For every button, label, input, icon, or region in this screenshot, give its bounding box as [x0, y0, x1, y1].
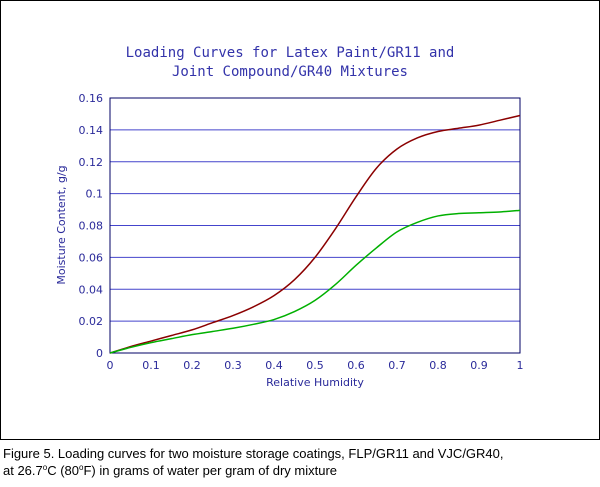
- y-tick-label: 0.04: [79, 283, 104, 296]
- x-axis-label: Relative Humidity: [266, 376, 364, 389]
- y-tick-label: 0.16: [79, 92, 104, 105]
- x-tick-labels: 0 0.1 0.2 0.3 0.4 0.5 0.6 0.7 0.8 0.9 1: [107, 359, 524, 372]
- degree-sign: o: [79, 463, 84, 472]
- x-tick-label: 0.8: [429, 359, 447, 372]
- x-tick-label: 0.4: [265, 359, 283, 372]
- degree-sign: o: [42, 463, 48, 472]
- y-tick-label: 0.02: [79, 315, 104, 328]
- x-tick-label: 1: [517, 359, 524, 372]
- chart-title-line-1: Loading Curves for Latex Paint/GR11 and: [126, 45, 455, 61]
- y-tick-label: 0: [96, 347, 103, 360]
- x-tick-label: 0.7: [388, 359, 406, 372]
- figure-caption: Figure 5. Loading curves for two moistur…: [3, 445, 597, 479]
- caption-text: at 26.7: [3, 463, 43, 478]
- caption-text: F) in grams of water per gram of dry mix…: [83, 463, 338, 478]
- caption-text: C (80: [47, 463, 80, 478]
- series-line-1: [109, 114, 521, 354]
- x-tick-label: 0.5: [306, 359, 324, 372]
- x-tick-label: 0.3: [224, 359, 242, 372]
- y-tick-label: 0.12: [79, 156, 104, 169]
- grid-lines: [110, 129, 520, 322]
- x-tick-label: 0: [107, 359, 114, 372]
- caption-line-2: at 26.7oC (80oF) in grams of water per g…: [3, 462, 597, 479]
- y-tick-labels: 0 0.02 0.04 0.06 0.08 0.1 0.12 0.14 0.16: [79, 92, 104, 360]
- x-tick-label: 0.1: [142, 359, 160, 372]
- y-tick-label: 0.06: [79, 251, 104, 264]
- y-tick-label: 0.1: [86, 188, 104, 201]
- y-tick-label: 0.14: [79, 124, 104, 137]
- y-tick-label: 0.08: [79, 220, 104, 233]
- series-layer: [109, 114, 521, 354]
- chart-title-line-2: Joint Compound/GR40 Mixtures: [172, 64, 408, 80]
- x-tick-label: 0.2: [183, 359, 201, 372]
- x-tick-label: 0.6: [347, 359, 365, 372]
- x-tick-label: 0.9: [470, 359, 488, 372]
- loading-curves-chart: Loading Curves for Latex Paint/GR11 and …: [55, 45, 524, 389]
- y-axis-label: Moisture Content, g/g: [55, 165, 68, 284]
- plot-area: [109, 97, 521, 354]
- caption-line-1: Figure 5. Loading curves for two moistur…: [3, 446, 504, 461]
- series-line-2: [109, 209, 521, 354]
